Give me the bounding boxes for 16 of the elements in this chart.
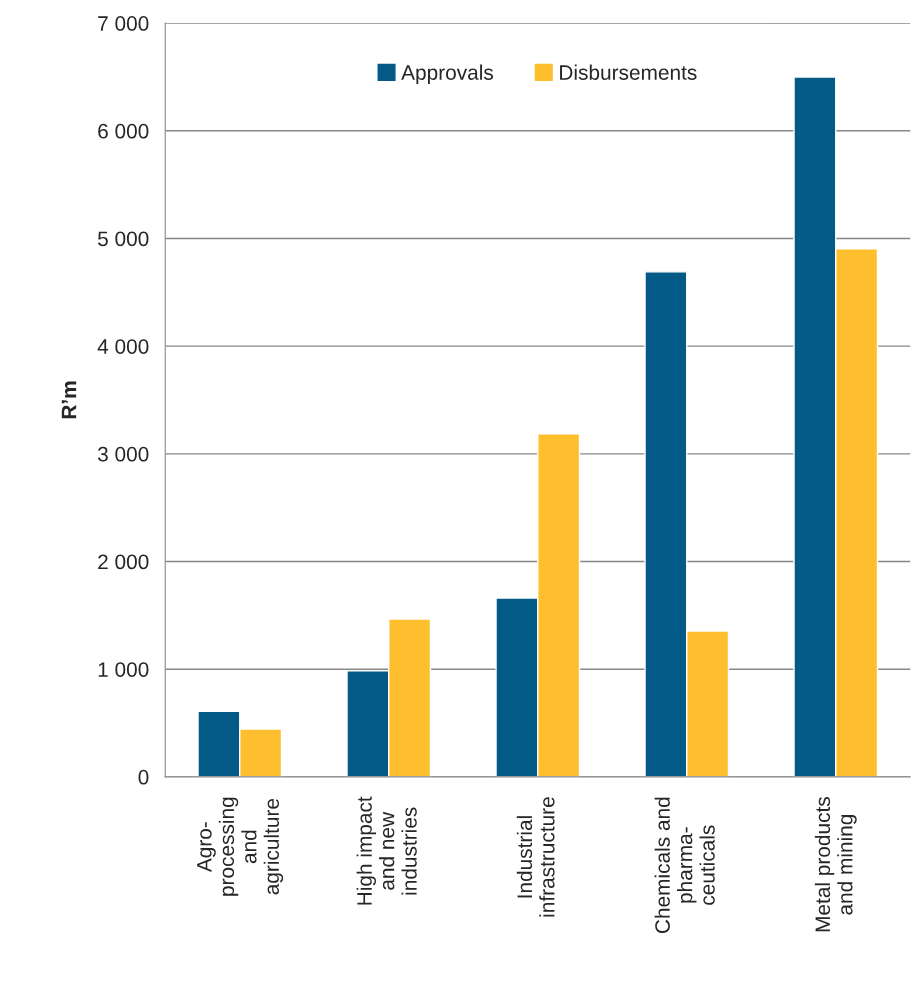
y-tick-label: 3 000 — [97, 446, 149, 462]
y-tick-label: 4 000 — [97, 339, 149, 354]
y-tick-label: 6 000 — [98, 123, 149, 139]
x-tick-label: Agro- processing and agriculture — [197, 797, 284, 896]
y-tick-label: 1 000 — [98, 662, 149, 677]
y-tick-label: 0 — [138, 769, 149, 785]
legend-label: Approvals — [401, 64, 494, 85]
x-tick-label: Metal products and mining — [814, 797, 857, 932]
x-tick-label: Chemicals and pharma- ceuticals — [654, 797, 715, 934]
y-axis-title: R’m — [61, 381, 77, 419]
y-tick-label: 7 000 — [98, 16, 149, 31]
x-tick-label: Industrial infrastructure — [516, 797, 555, 917]
x-tick-label: High impact and new industries — [356, 796, 417, 905]
y-tick-label: 5 000 — [97, 231, 149, 247]
y-tick-label: 2 000 — [98, 554, 149, 570]
legend-label: Disbursements — [560, 64, 697, 80]
